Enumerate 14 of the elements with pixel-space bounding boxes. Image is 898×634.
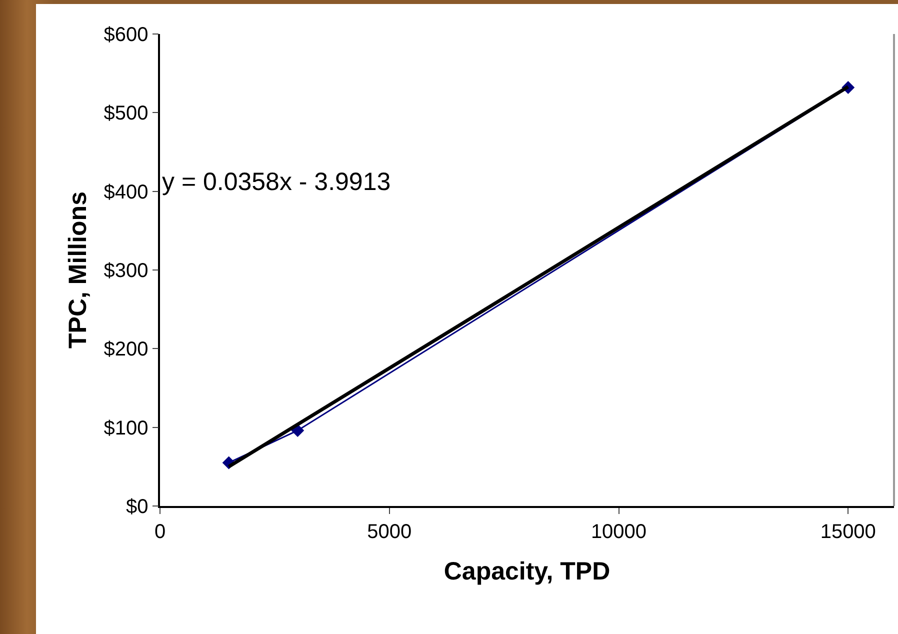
y-tick-label: $400	[104, 181, 148, 204]
y-tick-label: $600	[104, 24, 148, 46]
x-tick-label: 15000	[820, 520, 876, 543]
y-tick-label: $100	[104, 417, 148, 440]
x-axis-title: Capacity, TPD	[444, 557, 610, 586]
y-tick-label: $0	[126, 496, 148, 518]
y-tick-label: $200	[104, 338, 148, 361]
y-tick-label: $500	[104, 102, 148, 125]
y-axis-title: TPC, Millions	[64, 192, 92, 348]
y-tick-label: $300	[104, 260, 148, 282]
annotation: y = 0.0358x - 3.9913	[162, 168, 391, 196]
x-tick-label: 5000	[367, 520, 412, 543]
x-tick-label: 0	[154, 520, 166, 543]
x-tick-label: 10000	[590, 520, 647, 543]
